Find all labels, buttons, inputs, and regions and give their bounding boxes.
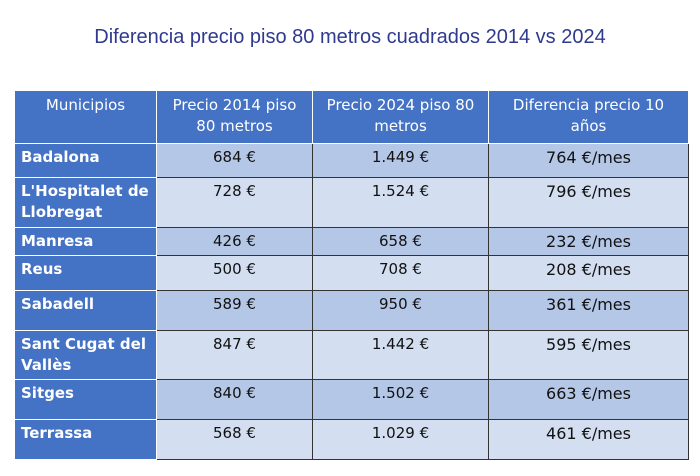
- column-header: Precio 2014 piso 80 metros: [156, 90, 313, 144]
- cell: 208 €/mes: [488, 255, 689, 291]
- table-row: Manresa 426 €658 €232 €/mes: [14, 227, 689, 256]
- cell: 847 €: [156, 330, 313, 380]
- table-row: Sabadell 589 €950 €361 €/mes: [14, 290, 689, 331]
- cell: 1.449 €: [312, 143, 489, 178]
- cell: 232 €/mes: [488, 227, 689, 256]
- header-row: Municipios Precio 2014 piso 80 metros Prec…: [14, 90, 689, 144]
- cell: 708 €: [312, 255, 489, 291]
- municipality: Reus: [14, 255, 157, 291]
- cell: 658 €: [312, 227, 489, 256]
- table-row: Terrassa 568 €1.029 €461 €/mes: [14, 419, 689, 460]
- column-header: Municipios: [14, 90, 157, 144]
- municipality: Sitges: [14, 379, 157, 420]
- cell: 728 €: [156, 177, 313, 228]
- cell: 796 €/mes: [488, 177, 689, 228]
- cell: 1.029 €: [312, 419, 489, 460]
- municipality: Badalona: [14, 143, 157, 178]
- cell: 589 €: [156, 290, 313, 331]
- table-row: Sant Cugat del Vallès 847 €1.442 €595 €/m…: [14, 330, 689, 380]
- municipality: Terrassa: [14, 419, 157, 460]
- cell: 950 €: [312, 290, 489, 331]
- price-table: Municipios Precio 2014 piso 80 metros Prec…: [14, 90, 689, 460]
- cell: 764 €/mes: [488, 143, 689, 178]
- table-row: Sitges 840 €1.502 €663 €/mes: [14, 379, 689, 420]
- municipality: Sant Cugat del Vallès: [14, 330, 157, 380]
- cell: 1.524 €: [312, 177, 489, 228]
- cell: 684 €: [156, 143, 313, 178]
- cell: 568 €: [156, 419, 313, 460]
- table-body: Badalona 684 €1.449 €764 €/mes L'Hospitale…: [14, 143, 689, 460]
- title: Diferencia precio piso 80 metros cuadrad…: [94, 26, 606, 48]
- municipality: Sabadell: [14, 290, 157, 331]
- column-header: Diferencia precio 10 años: [488, 90, 689, 144]
- cell: 840 €: [156, 379, 313, 420]
- column-header: Precio 2024 piso 80 metros: [312, 90, 489, 144]
- cell: 595 €/mes: [488, 330, 689, 380]
- table-row: Badalona 684 €1.449 €764 €/mes: [14, 143, 689, 178]
- cell: 361 €/mes: [488, 290, 689, 331]
- municipality: L'Hospitalet de Llobregat: [14, 177, 157, 228]
- cell: 1.502 €: [312, 379, 489, 420]
- cell: 663 €/mes: [488, 379, 689, 420]
- cell: 461 €/mes: [488, 419, 689, 460]
- table-row: L'Hospitalet de Llobregat 728 €1.524 €796…: [14, 177, 689, 228]
- cell: 500 €: [156, 255, 313, 291]
- cell: 1.442 €: [312, 330, 489, 380]
- cell: 426 €: [156, 227, 313, 256]
- municipality: Manresa: [14, 227, 157, 256]
- table-row: Reus 500 €708 €208 €/mes: [14, 255, 689, 291]
